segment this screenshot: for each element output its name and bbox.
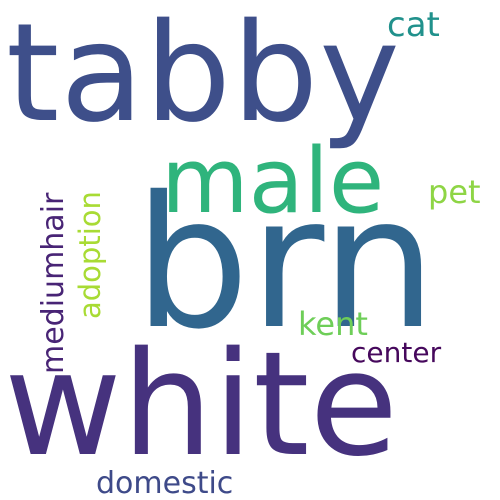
word-pet: pet xyxy=(428,173,481,211)
word-center: center xyxy=(351,336,442,369)
word-adoption: adoption xyxy=(73,191,107,319)
word-male: male xyxy=(161,129,385,234)
word-tabby: tabby xyxy=(6,0,401,153)
word-cat: cat xyxy=(387,5,440,45)
word-white: white xyxy=(4,320,399,488)
word-brn: brn xyxy=(134,157,437,369)
word-mediumhair: mediumhair xyxy=(36,192,71,374)
word-domestic: domestic xyxy=(96,466,234,500)
word-kent: kent xyxy=(298,305,368,343)
